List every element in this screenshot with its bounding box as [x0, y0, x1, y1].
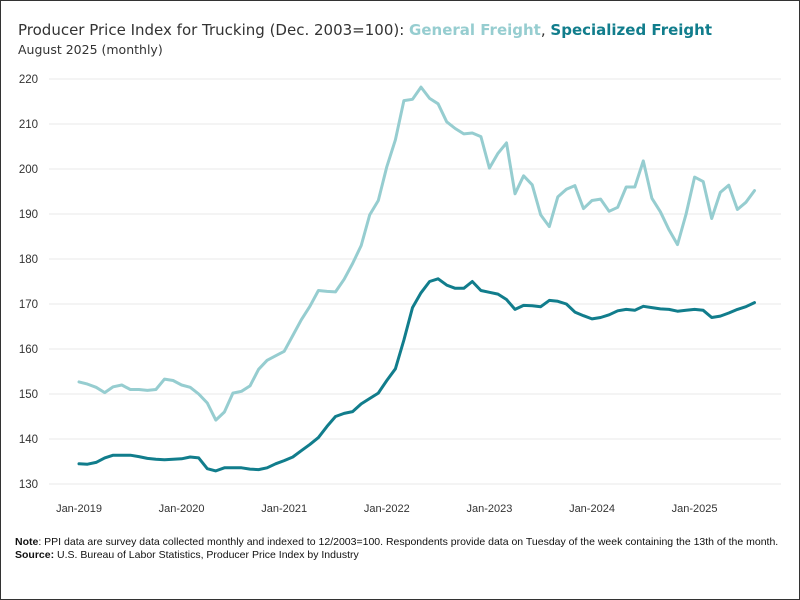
x-tick-label: Jan-2024 — [569, 503, 615, 515]
y-tick-label: 190 — [19, 209, 38, 221]
source: Source: U.S. Bureau of Labor Statistics,… — [15, 549, 785, 562]
title-comma: , — [540, 21, 551, 39]
chart-title: Producer Price Index for Trucking (Dec. … — [18, 21, 712, 39]
y-tick-label: 220 — [19, 74, 38, 86]
title-series-general: General Freight — [409, 21, 541, 39]
y-tick-label: 150 — [19, 389, 38, 401]
y-tick-label: 140 — [19, 434, 38, 446]
title-series-specialized: Specialized Freight — [550, 21, 713, 39]
source-text: U.S. Bureau of Labor Statistics, Produce… — [54, 549, 359, 561]
series-line-specialized-freight — [77, 277, 756, 473]
note: Note: PPI data are survey data collected… — [15, 536, 785, 549]
series-line-general-freight — [77, 85, 756, 422]
chart-subtitle: August 2025 (monthly) — [18, 42, 163, 57]
y-tick-label: 200 — [19, 164, 38, 176]
y-tick-label: 160 — [19, 344, 38, 356]
y-tick-label: 180 — [19, 254, 38, 266]
x-tick-label: Jan-2025 — [672, 503, 718, 515]
source-label: Source: — [15, 549, 55, 561]
note-label: Note — [15, 536, 39, 548]
y-tick-label: 130 — [19, 479, 38, 491]
x-tick-label: Jan-2022 — [364, 503, 410, 515]
x-tick-label: Jan-2021 — [261, 503, 307, 515]
note-text: : PPI data are survey data collected mon… — [38, 536, 779, 548]
x-tick-label: Jan-2020 — [159, 503, 205, 515]
y-tick-label: 170 — [19, 299, 38, 311]
footnotes: Note: PPI data are survey data collected… — [15, 536, 785, 562]
x-tick-label: Jan-2023 — [466, 503, 512, 515]
plot-area: 130 140 150 160 170 180 190 200 210 220 Jan-2019 Ja… — [19, 74, 781, 515]
x-tick-label: Jan-2019 — [56, 503, 102, 515]
y-tick-label: 210 — [19, 119, 38, 131]
title-text: Producer Price Index for Trucking (Dec. … — [18, 21, 410, 39]
